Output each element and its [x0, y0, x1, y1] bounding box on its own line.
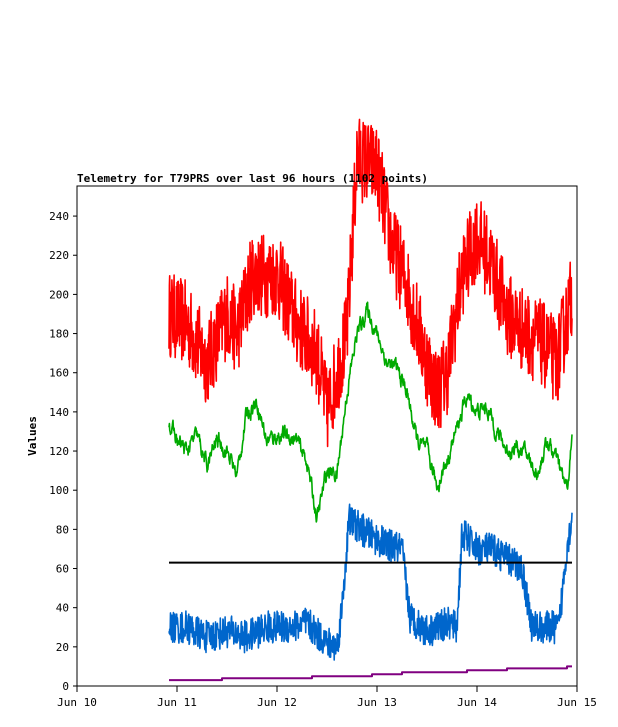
series-line-1: [168, 301, 573, 523]
x-tick-label: Jun 10: [57, 696, 97, 709]
y-tick-label: 100: [49, 484, 69, 497]
plot-frame: [76, 185, 578, 687]
y-tick-label: 160: [49, 367, 69, 380]
x-tick-label: Jun 12: [257, 696, 297, 709]
series-line-0: [168, 118, 573, 448]
x-tick-label: Jun 13: [357, 696, 397, 709]
y-tick-label: 0: [62, 680, 69, 693]
x-tick-label: Jun 15: [557, 696, 597, 709]
y-tick-label: 60: [56, 563, 69, 576]
x-tick-label: Jun 11: [157, 696, 197, 709]
y-tick-label: 240: [49, 210, 69, 223]
y-axis-label: Values: [26, 416, 39, 456]
y-tick-label: 180: [49, 328, 69, 341]
axis-layer: 0 20 40 60 80 100 120 140 160 180 200 220 240 Jun 10 J…: [49, 210, 597, 709]
y-tick-label: 220: [49, 249, 69, 262]
series-line-4: [169, 665, 572, 682]
series-line-2: [168, 503, 573, 661]
x-tick-label: Jun 14: [457, 696, 497, 709]
y-tick-label: 40: [56, 602, 69, 615]
y-tick-label: 200: [49, 288, 69, 301]
y-tick-label: 140: [49, 406, 69, 419]
series-layer: [168, 118, 573, 682]
y-tick-label: 80: [56, 523, 69, 536]
y-tick-label: 120: [49, 445, 69, 458]
chart-title: Telemetry for T79PRS over last 96 hours …: [77, 172, 428, 185]
y-tick-label: 20: [56, 641, 69, 654]
